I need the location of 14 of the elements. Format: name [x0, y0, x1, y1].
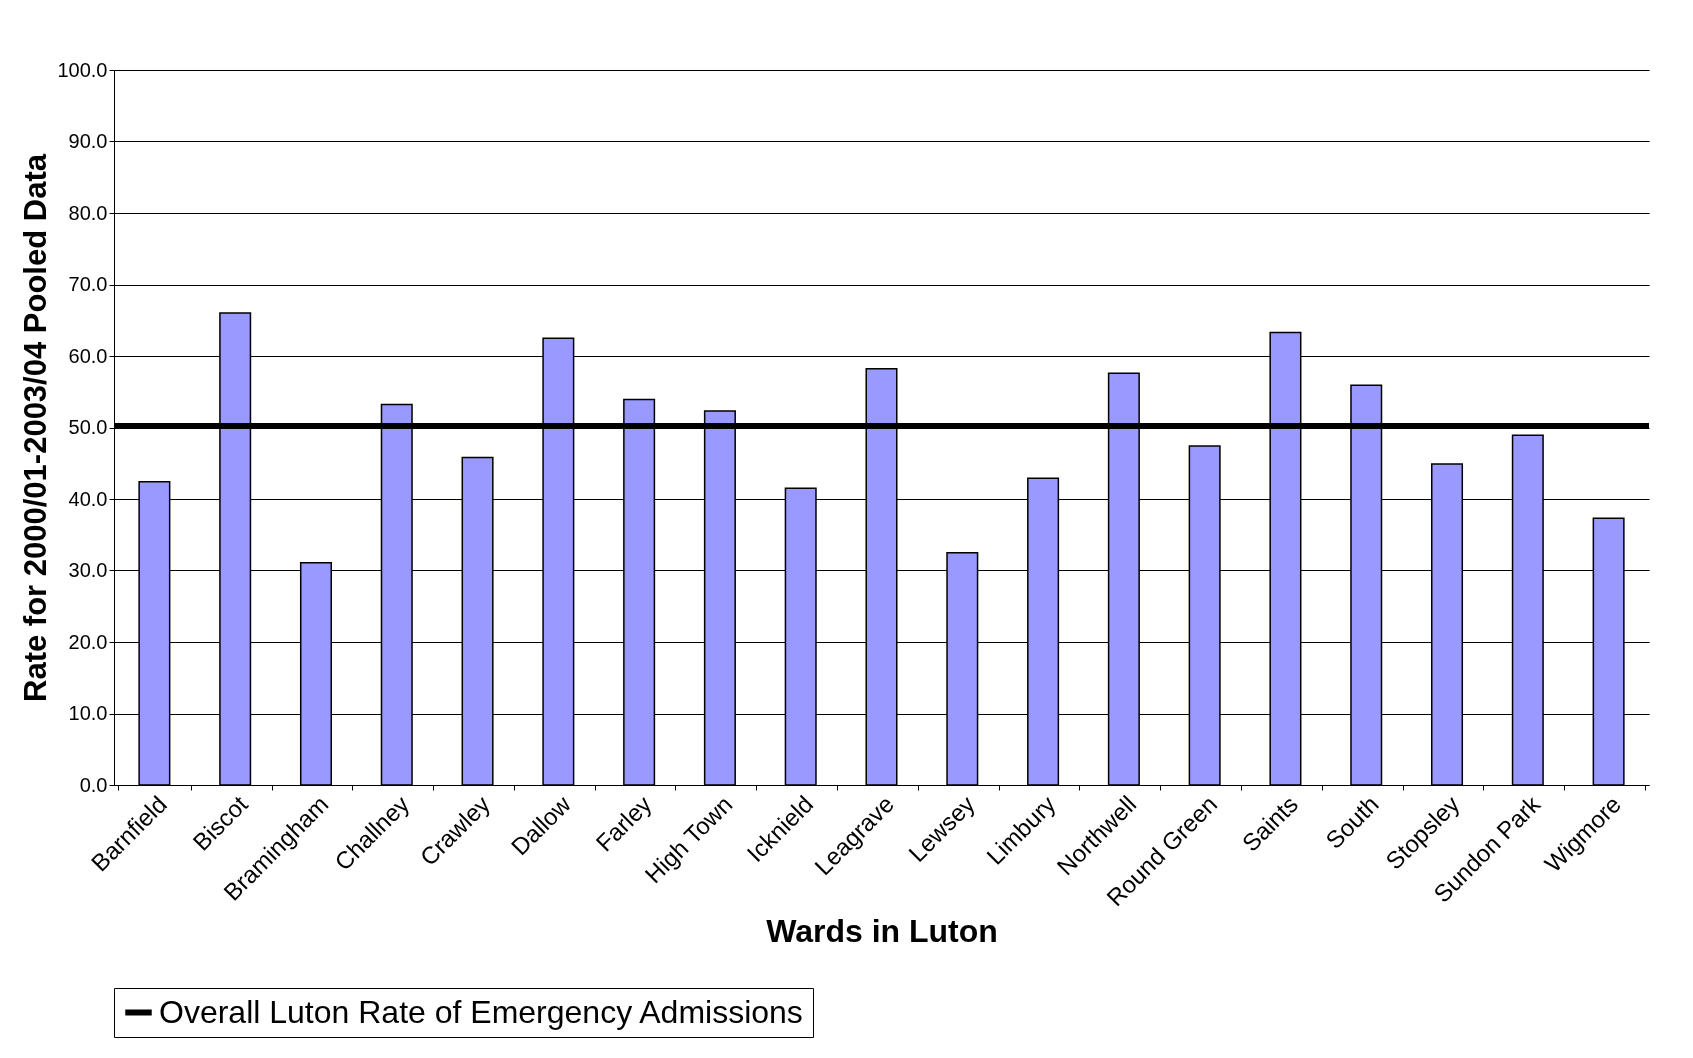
- y-tick-label: 0.0: [79, 773, 108, 796]
- y-axis-title: Rate for 2000/01-2003/04 Pooled Data: [18, 153, 54, 702]
- y-tick-label: 40.0: [68, 487, 108, 510]
- y-tick-label: 30.0: [68, 559, 108, 581]
- y-tick-label: 50.0: [68, 416, 108, 438]
- y-tick-label: 80.0: [68, 201, 108, 224]
- y-tick-label: 20.0: [68, 630, 108, 653]
- legend-label: Overall Luton Rate of Emergency Admissions: [159, 993, 803, 1030]
- y-tick-label: 60.0: [68, 344, 108, 367]
- y-tick-label: 70.0: [68, 273, 108, 295]
- x-axis-title: Wards in Luton: [766, 913, 998, 950]
- y-tick-label: 90.0: [68, 130, 108, 152]
- y-tick-label: 100.0: [57, 58, 108, 81]
- y-tick-label: 10.0: [68, 702, 108, 724]
